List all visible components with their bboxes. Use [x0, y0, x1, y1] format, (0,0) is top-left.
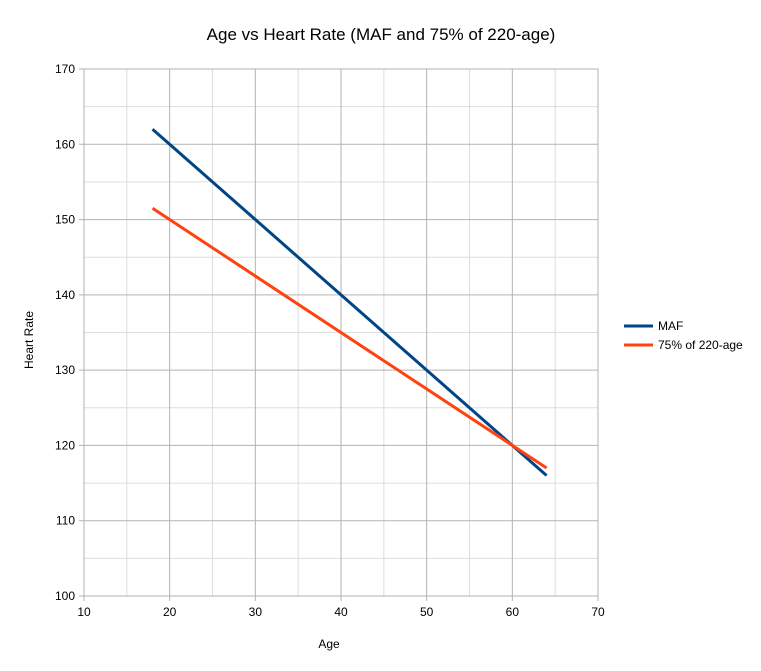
legend-entry: 75% of 220-age: [658, 338, 743, 352]
x-tick-label: 20: [163, 605, 177, 619]
y-tick-label: 100: [55, 589, 75, 603]
series-lines: [151, 128, 548, 477]
legend: MAF 75% of 220-age: [624, 319, 743, 352]
y-axis-ticks: 100 110 120 130 140 150 160 170: [55, 62, 75, 603]
x-tick-label: 60: [506, 605, 520, 619]
plot-frame: [83, 68, 599, 597]
x-tick-label: 10: [77, 605, 91, 619]
y-tick-label: 150: [55, 213, 75, 227]
x-tick-label: 30: [249, 605, 263, 619]
major-grid: [79, 68, 599, 601]
y-tick-label: 110: [56, 514, 75, 528]
x-tick-label: 50: [420, 605, 434, 619]
y-tick-label: 120: [55, 438, 75, 452]
y-tick-label: 130: [55, 363, 75, 377]
x-axis-label: Age: [318, 637, 340, 651]
y-tick-label: 140: [55, 288, 75, 302]
y-tick-label: 170: [55, 62, 75, 76]
series-line: [151, 207, 548, 470]
y-tick-label: 160: [55, 137, 75, 151]
x-tick-label: 40: [334, 605, 348, 619]
x-axis-ticks: 10 20 30 40 50 60 70: [77, 605, 605, 619]
legend-entry: MAF: [658, 319, 683, 333]
series-line: [151, 128, 548, 477]
x-tick-label: 70: [591, 605, 605, 619]
chart-title: Age vs Heart Rate (MAF and 75% of 220-ag…: [207, 25, 556, 44]
y-axis-label: Heart Rate: [22, 311, 36, 369]
